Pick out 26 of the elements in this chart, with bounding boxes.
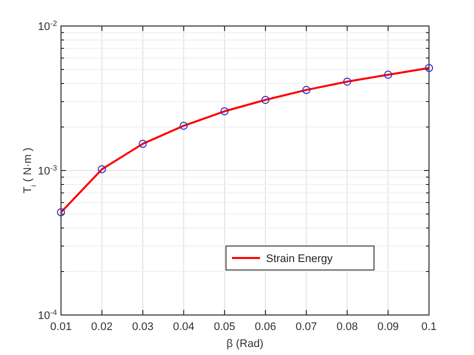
y-tick-label: 10$^{-2}$ [38, 18, 57, 33]
point [138, 140, 147, 148]
x-tick-label: 0.05 [214, 321, 236, 333]
x-tick-label: 0.04 [172, 321, 194, 333]
x-axis-title: β (Rad) [226, 338, 264, 350]
x-tick-label: 0.06 [254, 321, 276, 333]
point [261, 96, 270, 104]
y-tick-label: 10$^{-3}$ [38, 163, 57, 178]
point [302, 86, 310, 94]
point [180, 122, 188, 130]
legend-label: Strain Energy [266, 253, 334, 265]
point [384, 70, 392, 79]
x-tick-label: 0.09 [377, 321, 399, 333]
point [98, 165, 106, 174]
x-tick-label: 0.01 [50, 321, 72, 333]
y-tick-label: 10$^{-4}$ [38, 308, 58, 322]
x-tick-label: 0.1 [421, 321, 437, 333]
point [424, 64, 434, 72]
x-tick-label: 0.03 [132, 321, 154, 333]
point [56, 208, 66, 216]
x-tick-label: 0.02 [91, 321, 113, 333]
x-tick-label: 0.08 [336, 321, 358, 333]
point [343, 78, 352, 86]
x-tick-label: 0.07 [296, 321, 318, 333]
line-series [60, 67, 430, 214]
point [220, 107, 229, 116]
